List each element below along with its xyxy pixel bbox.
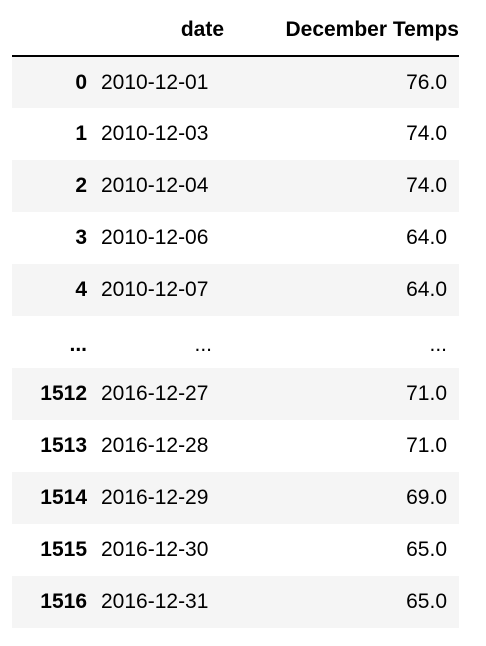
table-row: 3 2010-12-06 64.0: [12, 212, 459, 264]
row-index: 1512: [40, 382, 87, 405]
row-index: ...: [69, 333, 87, 356]
date-cell: 2016-12-27: [101, 382, 209, 405]
table-header: date December Temps: [12, 4, 459, 56]
row-index: 0: [75, 70, 87, 94]
date-cell: 2016-12-28: [101, 434, 209, 457]
temp-cell: 74.0: [406, 122, 447, 145]
date-cell: 2016-12-30: [101, 538, 209, 561]
table-row: 1 2010-12-03 74.0: [12, 108, 459, 160]
december-temps-column-header: December Temps: [285, 17, 459, 41]
temp-cell: ...: [429, 333, 447, 356]
date-cell: 2016-12-31: [101, 590, 209, 613]
table-row: 1513 2016-12-28 71.0: [12, 420, 459, 472]
row-index: 2: [75, 174, 87, 197]
table-body: 0 2010-12-01 76.0 1 2010-12-03 74.0 2 20…: [12, 56, 459, 628]
table-row: 1512 2016-12-27 71.0: [12, 368, 459, 420]
temp-cell: 64.0: [406, 278, 447, 301]
date-cell: 2010-12-01: [101, 70, 209, 94]
date-cell: 2010-12-07: [101, 278, 209, 301]
table-row: 1514 2016-12-29 69.0: [12, 472, 459, 524]
row-index: 1516: [40, 590, 87, 613]
table-row: 1516 2016-12-31 65.0: [12, 576, 459, 628]
temp-cell: 65.0: [406, 538, 447, 561]
date-cell: 2010-12-04: [101, 174, 209, 197]
date-cell: 2016-12-29: [101, 486, 209, 509]
row-index: 1: [75, 122, 87, 145]
dataframe-table: date December Temps 0 2010-12-01 76.0 1 …: [12, 4, 459, 628]
table-row: 4 2010-12-07 64.0: [12, 264, 459, 316]
row-index: 1515: [40, 538, 87, 561]
table-row: 0 2010-12-01 76.0: [12, 56, 459, 108]
ellipsis-row: ... ... ...: [12, 316, 459, 368]
temp-cell: 64.0: [406, 226, 447, 249]
date-cell: ...: [194, 333, 212, 356]
dataframe-output: date December Temps 0 2010-12-01 76.0 1 …: [12, 4, 459, 628]
temp-cell: 69.0: [406, 486, 447, 509]
index-header: [12, 4, 87, 56]
temp-cell: 76.0: [406, 70, 447, 94]
date-cell: 2010-12-03: [101, 122, 209, 145]
temp-cell: 71.0: [406, 382, 447, 405]
header-row: date December Temps: [12, 4, 459, 56]
date-column-header: date: [180, 17, 224, 41]
temp-cell: 74.0: [406, 174, 447, 197]
row-index: 4: [75, 278, 87, 301]
temp-cell: 65.0: [406, 590, 447, 613]
table-row: 2 2010-12-04 74.0: [12, 160, 459, 212]
row-index: 1513: [40, 434, 87, 457]
date-cell: 2010-12-06: [101, 226, 209, 249]
row-index: 1514: [40, 486, 87, 509]
table-row: 1515 2016-12-30 65.0: [12, 524, 459, 576]
row-index: 3: [75, 226, 87, 249]
temp-cell: 71.0: [406, 434, 447, 457]
